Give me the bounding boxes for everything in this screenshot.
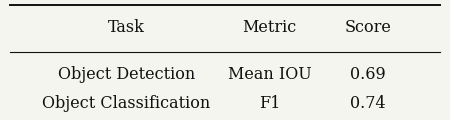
Text: 0.69: 0.69 [350,66,386,83]
Text: Metric: Metric [243,19,297,36]
Text: Mean IOU: Mean IOU [228,66,311,83]
Text: Task: Task [108,19,145,36]
Text: Score: Score [345,19,392,36]
Text: F1: F1 [259,95,280,112]
Text: Object Detection: Object Detection [58,66,195,83]
Text: Object Classification: Object Classification [42,95,211,112]
Text: 0.74: 0.74 [350,95,386,112]
